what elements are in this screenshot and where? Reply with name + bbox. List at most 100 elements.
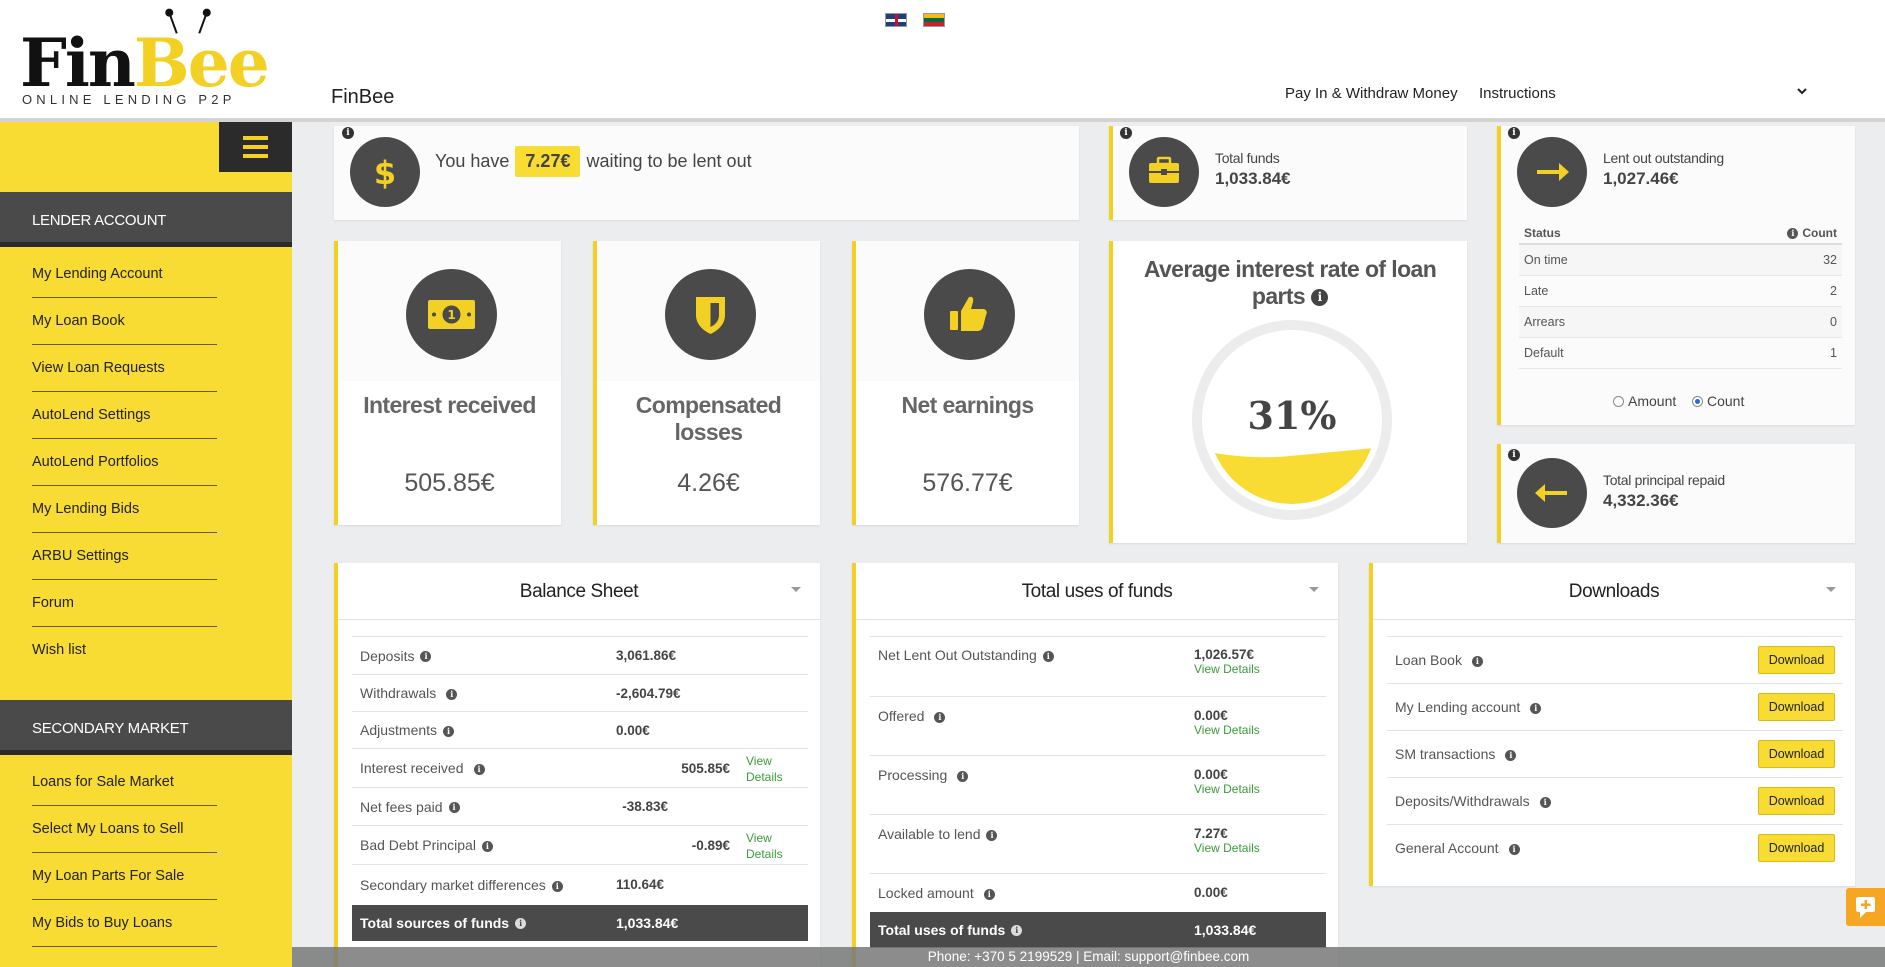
info-icon[interactable]: i bbox=[473, 763, 485, 775]
download-lending-account-button[interactable]: Download bbox=[1758, 693, 1835, 721]
avg-rate-card: Average interest rate of loan parts i 31% bbox=[1109, 241, 1467, 543]
sidebar-item-autolend-settings[interactable]: AutoLend Settings bbox=[32, 392, 217, 439]
amount-radio-button[interactable] bbox=[1613, 395, 1624, 407]
caret-down-icon[interactable] bbox=[1826, 587, 1836, 592]
info-icon[interactable]: i bbox=[515, 918, 527, 930]
view-details-link[interactable]: View Details bbox=[1194, 841, 1260, 855]
finbee-logo[interactable]: FinBee ONLINE LENDING P2P bbox=[20, 12, 270, 112]
count-radio-button[interactable] bbox=[1692, 395, 1703, 407]
table-row: Loan Book i Download bbox=[1387, 636, 1843, 684]
info-icon[interactable]: i bbox=[1120, 127, 1132, 139]
caret-down-icon[interactable] bbox=[1309, 587, 1319, 592]
view-details-link[interactable]: View Details bbox=[1194, 723, 1260, 737]
uses-of-funds-title: Total uses of funds bbox=[856, 563, 1338, 620]
sidebar-item-select-loans-to-sell[interactable]: Select My Loans to Sell bbox=[32, 806, 217, 853]
table-row: Offered i 0.00€ View Details bbox=[870, 696, 1326, 756]
sidebar-item-loans-for-sale[interactable]: Loans for Sale Market bbox=[32, 759, 217, 806]
logo-tagline: ONLINE LENDING P2P bbox=[22, 92, 236, 107]
downloads-table: Loan Book i Download My Lending account i Do… bbox=[1387, 636, 1843, 872]
info-icon[interactable]: i bbox=[1539, 796, 1551, 808]
sidebar-section-lender-account: LENDER ACCOUNT bbox=[0, 192, 292, 247]
info-icon[interactable]: i bbox=[1508, 449, 1520, 461]
view-details-link[interactable]: View Details bbox=[746, 754, 783, 784]
table-row: On time 32 bbox=[1519, 244, 1842, 276]
info-icon[interactable]: i bbox=[983, 888, 995, 900]
amount-radio[interactable]: Amount bbox=[1613, 393, 1676, 409]
sidebar-section-secondary-market: SECONDARY MARKET bbox=[0, 700, 292, 755]
sidebar-item-arbu-settings[interactable]: ARBU Settings bbox=[32, 533, 217, 580]
info-icon[interactable]: i bbox=[446, 688, 458, 700]
info-icon[interactable]: i bbox=[957, 770, 969, 782]
sidebar-item-wish-list[interactable]: Wish list bbox=[32, 642, 86, 658]
count-radio[interactable]: Count bbox=[1692, 393, 1744, 409]
waiting-prefix: You have bbox=[435, 151, 510, 171]
total-sources-row: Total sources of funds i 1,033.84€ bbox=[352, 904, 808, 941]
info-icon[interactable]: i bbox=[1042, 650, 1054, 662]
top-header: FinBee ONLINE LENDING P2P FinBee Pay In … bbox=[0, 0, 1885, 122]
download-sm-transactions-button[interactable]: Download bbox=[1758, 740, 1835, 768]
sidebar-item-loan-parts-for-sale[interactable]: My Loan Parts For Sale bbox=[32, 853, 217, 900]
arrow-left-icon bbox=[1517, 458, 1587, 528]
chat-widget-button[interactable] bbox=[1846, 888, 1885, 926]
info-icon[interactable]: i bbox=[1311, 289, 1329, 307]
info-icon[interactable]: i bbox=[342, 127, 354, 139]
view-details-link[interactable]: View Details bbox=[1194, 662, 1260, 676]
info-icon[interactable]: i bbox=[448, 802, 460, 814]
total-funds-value: 1,033.84€ bbox=[1215, 169, 1291, 188]
info-icon[interactable]: i bbox=[986, 829, 998, 841]
info-icon[interactable]: i bbox=[1508, 127, 1520, 139]
net-earnings-title: Net earnings bbox=[901, 392, 1034, 418]
pay-in-withdraw-link[interactable]: Pay In & Withdraw Money bbox=[1285, 85, 1458, 102]
info-icon[interactable]: i bbox=[1471, 655, 1483, 667]
arrow-right-icon bbox=[1517, 137, 1587, 207]
table-row: Bad Debt Principal i -0.89€ View Details bbox=[352, 825, 808, 865]
info-icon[interactable]: i bbox=[934, 711, 946, 723]
sidebar-item-my-lending-account[interactable]: My Lending Account bbox=[32, 251, 217, 298]
info-icon[interactable]: i bbox=[1508, 844, 1520, 856]
table-row: General Account i Download bbox=[1387, 824, 1843, 872]
compensated-losses-card: i Compensated losses 4.26€ bbox=[593, 241, 820, 525]
sidebar-item-my-loan-book[interactable]: My Loan Book bbox=[32, 298, 217, 345]
lithuanian-flag-icon[interactable] bbox=[923, 13, 945, 27]
info-icon[interactable]: i bbox=[481, 840, 493, 852]
table-row: SM transactions i Download bbox=[1387, 730, 1843, 778]
info-icon[interactable]: i bbox=[551, 880, 563, 892]
instructions-link[interactable]: Instructions bbox=[1479, 85, 1556, 102]
waiting-text: You have 7.27€ waiting to be lent out bbox=[435, 146, 752, 177]
menu-toggle-button[interactable] bbox=[219, 122, 292, 172]
logo-wordmark: FinBee bbox=[20, 24, 270, 102]
sidebar-item-my-lending-bids[interactable]: My Lending Bids bbox=[32, 486, 217, 533]
info-icon[interactable]: i bbox=[1011, 925, 1023, 937]
briefcase-icon bbox=[1129, 137, 1199, 207]
chat-icon bbox=[1856, 897, 1875, 918]
table-row: Interest received i 505.85€ View Details bbox=[352, 748, 808, 788]
avg-rate-title: Average interest rate of loan parts i bbox=[1143, 256, 1437, 309]
total-funds-card: i Total funds 1,033.84€ bbox=[1109, 126, 1467, 220]
download-general-account-button[interactable]: Download bbox=[1758, 834, 1835, 863]
info-icon[interactable]: i bbox=[1530, 702, 1542, 714]
info-icon[interactable]: i bbox=[420, 651, 432, 663]
table-row: Withdrawals i -2,604.79€ bbox=[352, 674, 808, 712]
english-flag-icon[interactable] bbox=[885, 13, 907, 27]
caret-down-icon[interactable] bbox=[791, 587, 801, 592]
chevron-down-icon[interactable] bbox=[1796, 84, 1808, 102]
download-loan-book-button[interactable]: Download bbox=[1758, 646, 1835, 674]
info-icon[interactable]: i bbox=[443, 725, 455, 737]
info-icon[interactable]: i bbox=[1505, 749, 1517, 761]
view-details-link[interactable]: View Details bbox=[1194, 782, 1260, 796]
svg-text:$: $ bbox=[374, 154, 396, 192]
uses-of-funds-panel: Total uses of funds Net Lent Out Outstan… bbox=[852, 563, 1338, 967]
info-icon[interactable]: i bbox=[1787, 227, 1799, 239]
sidebar-item-autolend-portfolios[interactable]: AutoLend Portfolios bbox=[32, 439, 217, 486]
sidebar-item-bids-to-buy-loans[interactable]: My Bids to Buy Loans bbox=[32, 900, 217, 947]
table-row: Net Lent Out Outstanding i 1,026.57€ View D… bbox=[870, 636, 1326, 697]
download-deposits-withdrawals-button[interactable]: Download bbox=[1758, 787, 1835, 815]
lent-out-value: 1,027.46€ bbox=[1603, 169, 1679, 188]
banknote-icon: 1 bbox=[406, 269, 497, 360]
sidebar-item-view-loan-requests[interactable]: View Loan Requests bbox=[32, 345, 217, 392]
net-earnings-card: i Net earnings 576.77€ bbox=[852, 241, 1079, 525]
table-row: Available to lend i 7.27€ View Details bbox=[870, 814, 1326, 874]
table-row: Deposits i 3,061.86€ bbox=[352, 636, 808, 675]
view-details-link[interactable]: View Details bbox=[746, 831, 783, 861]
sidebar-item-forum[interactable]: Forum bbox=[32, 580, 217, 627]
